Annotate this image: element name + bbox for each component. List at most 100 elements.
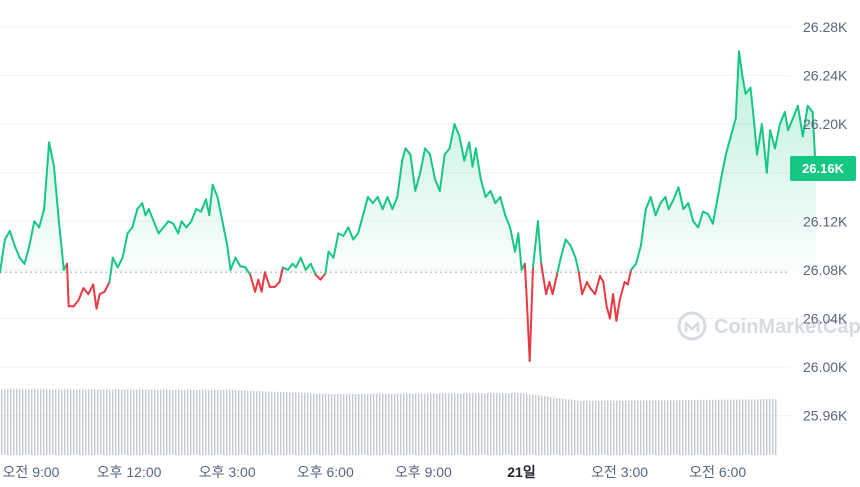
price-segment: [38, 208, 46, 229]
y-tick-label: 26.04K: [803, 310, 848, 326]
volume-bar: [445, 393, 447, 455]
price-segment: [792, 104, 799, 120]
volume-bar: [40, 389, 42, 455]
volume-bar: [202, 389, 204, 455]
price-segment: [458, 135, 466, 162]
volume-bar: [298, 392, 300, 455]
y-tick-label: 25.96K: [803, 408, 848, 424]
price-segment: [545, 281, 551, 296]
price-segment: [108, 256, 114, 283]
price-segment: [760, 123, 768, 174]
volume-bar: [169, 389, 171, 455]
volume-bar: [358, 393, 360, 455]
volume-bar: [712, 399, 714, 455]
volume-bar: [229, 389, 231, 455]
volume-bar: [64, 389, 66, 455]
volume-bar: [286, 392, 288, 455]
volume-bar: [268, 391, 270, 455]
price-segment: [532, 220, 539, 269]
volume-bar: [739, 399, 741, 455]
volume-bar: [253, 390, 255, 455]
volume-bar: [535, 395, 537, 455]
price-segment: [752, 117, 758, 156]
watermark-text: CoinMarketCap: [714, 316, 860, 338]
price-segment: [362, 196, 369, 217]
price-segment: [471, 147, 477, 168]
price-segment: [376, 196, 384, 211]
volume-bar: [514, 393, 516, 455]
price-segment: [738, 50, 744, 77]
price-segment: [229, 256, 237, 271]
volume-bar: [151, 389, 153, 455]
volume-bar: [307, 393, 309, 455]
price-segment: [569, 244, 577, 259]
price-segment: [479, 177, 487, 198]
volume-bar: [346, 393, 348, 455]
volume-bar: [292, 392, 294, 455]
volume-bar: [550, 397, 552, 455]
volume-bar: [373, 393, 375, 455]
volume-bar: [583, 400, 585, 455]
volume-bar: [751, 399, 753, 455]
volume-bar: [694, 400, 696, 455]
volume-bar: [361, 393, 363, 455]
price-segment: [796, 104, 804, 138]
price-segment: [111, 256, 119, 269]
price-segment: [602, 281, 608, 308]
volume-bar: [214, 389, 216, 455]
watermark: CoinMarketCap: [677, 311, 860, 341]
price-segment: [386, 196, 394, 211]
price-segment: [57, 220, 65, 271]
volume-bar: [25, 389, 27, 455]
volume-bar: [772, 399, 774, 455]
volume-bar: [127, 389, 129, 455]
price-segment: [381, 196, 389, 211]
volume-bar: [547, 396, 549, 455]
volume-bar: [199, 389, 201, 455]
volume-bar: [553, 397, 555, 455]
volume-bar: [31, 389, 33, 455]
volume-bar: [481, 393, 483, 455]
price-segment: [756, 123, 763, 156]
volume-bar: [655, 400, 657, 455]
volume-bar: [709, 399, 711, 455]
volume-bar: [748, 399, 750, 455]
coinmarketcap-logo-icon: [677, 311, 707, 341]
price-segment: [260, 271, 266, 293]
price-segment: [429, 153, 436, 180]
volume-bar: [574, 400, 576, 455]
volume-bar: [664, 400, 666, 455]
volume-bar: [697, 400, 699, 455]
volume-bar: [181, 389, 183, 455]
volume-bar: [328, 393, 330, 455]
price-segment: [0, 238, 6, 274]
volume-bar: [637, 400, 639, 455]
price-segment: [783, 111, 790, 132]
volume-bar: [685, 400, 687, 455]
price-segment: [644, 196, 652, 211]
price-segment: [226, 244, 232, 271]
price-segment: [504, 214, 512, 229]
volume-bar: [331, 393, 333, 455]
volume-bar: [766, 399, 768, 455]
volume-bar: [526, 393, 528, 455]
volume-bar: [70, 389, 72, 455]
price-segment: [404, 147, 412, 156]
price-segment: [95, 293, 101, 310]
volume-bar: [55, 389, 57, 455]
volume-bar: [499, 393, 501, 455]
volume-bar: [433, 393, 435, 455]
price-segment: [366, 196, 374, 205]
volume-bar: [124, 389, 126, 455]
volume-bar: [316, 393, 318, 455]
volume-bar: [490, 393, 492, 455]
volume-bar: [649, 400, 651, 455]
volume-bar: [106, 389, 108, 455]
current-price-badge-bg: [790, 156, 856, 181]
volume-bar: [139, 389, 141, 455]
price-segment: [18, 256, 26, 265]
x-tick-label: 오후 3:00: [199, 464, 256, 480]
volume-bar: [466, 393, 468, 455]
volume-bar: [511, 393, 513, 455]
